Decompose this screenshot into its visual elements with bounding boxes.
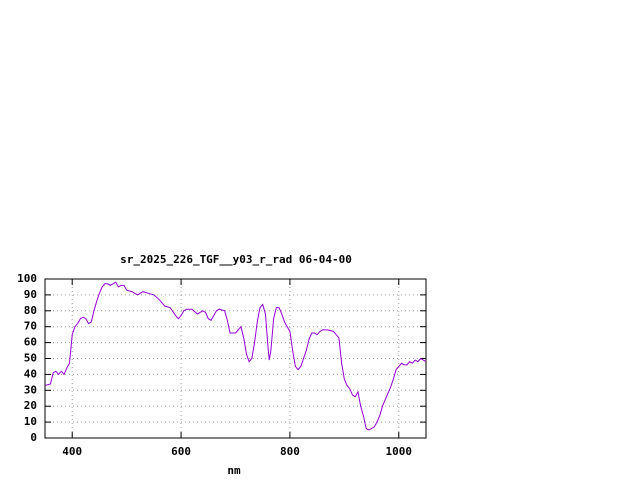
x-tick-label: 1000	[386, 445, 413, 458]
y-tick-label: 80	[24, 304, 37, 317]
y-tick-label: 40	[24, 367, 37, 380]
chart-title: sr_2025_226_TGF__y03_r_rad 06-04-00	[120, 253, 352, 266]
y-tick-label: 0	[30, 431, 37, 444]
x-tick-label: 400	[62, 445, 82, 458]
plot-frame	[44, 278, 427, 439]
y-tick-label: 30	[24, 383, 37, 396]
y-tick-label: 50	[24, 352, 37, 365]
y-tick-label: 10	[24, 415, 37, 428]
y-tick-label: 60	[24, 336, 37, 349]
x-tick-label: 600	[171, 445, 191, 458]
y-tick-label: 90	[24, 288, 37, 301]
y-tick-label: 100	[17, 272, 37, 285]
y-tick-label: 70	[24, 320, 37, 333]
data-line	[44, 281, 427, 431]
y-tick-label: 20	[24, 399, 37, 412]
x-axis-label: nm	[227, 464, 241, 477]
x-tick-label: 800	[280, 445, 300, 458]
